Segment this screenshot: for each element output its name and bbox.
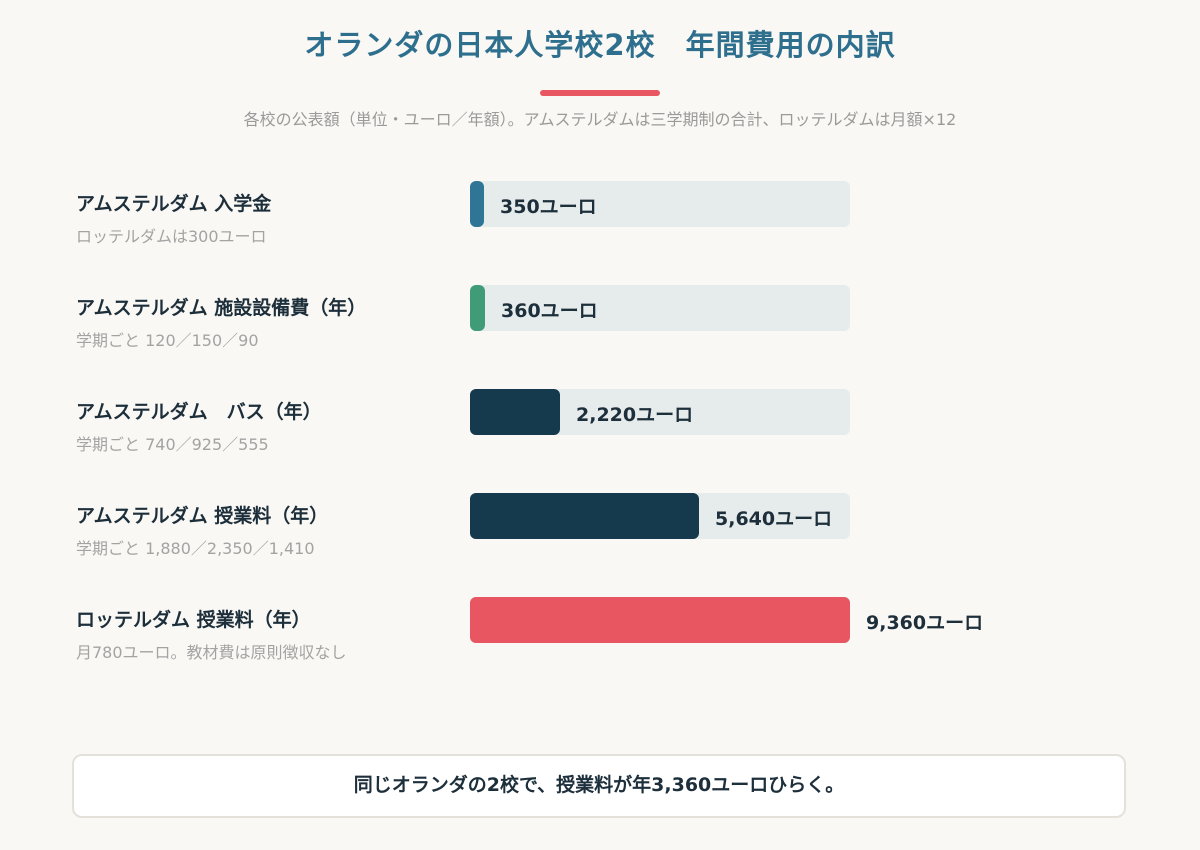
page-subtitle: 各校の公表額（単位・ユーロ／年額）。アムステルダムは三学期制の合計、ロッテルダム… [243, 110, 957, 129]
bar-value-label: 360ユーロ [501, 300, 598, 322]
bar-value-label: 2,220ユーロ [576, 404, 694, 426]
row-sublabel: ロッテルダムは300ユーロ [76, 227, 267, 246]
row-sublabel: 学期ごと 740／925／555 [76, 435, 269, 454]
bar [470, 285, 485, 331]
summary-callout: 同じオランダの2校で、授業料が年3,360ユーロひらく。 [72, 754, 1126, 818]
bar [470, 597, 850, 643]
chart-row: アムステルダム バス（年） 学期ごと 740／925／555 2,220ユーロ [0, 389, 1200, 479]
title-underline [540, 90, 660, 96]
bar-value-label: 350ユーロ [500, 196, 597, 218]
row-sublabel: 学期ごと 1,880／2,350／1,410 [76, 539, 315, 558]
bar-value-label: 5,640ユーロ [715, 508, 833, 530]
row-label: アムステルダム バス（年） [76, 401, 322, 423]
chart-row: ロッテルダム 授業料（年） 月780ユーロ。教材費は原則徴収なし 9,360ユーロ [0, 597, 1200, 687]
bar-track: 2,220ユーロ [470, 389, 850, 435]
bar-value-label: 9,360ユーロ [866, 612, 984, 634]
chart-row: アムステルダム 入学金 ロッテルダムは300ユーロ 350ユーロ [0, 181, 1200, 271]
bar [470, 493, 699, 539]
bar [470, 181, 484, 227]
bar [470, 389, 560, 435]
row-label: ロッテルダム 授業料（年） [76, 609, 311, 631]
bar-track: 9,360ユーロ [470, 597, 983, 643]
row-label: アムステルダム 入学金 [76, 193, 272, 215]
bar-track: 360ユーロ [470, 285, 850, 331]
row-label: アムステルダム 授業料（年） [76, 505, 329, 527]
bar-track: 5,640ユーロ [470, 493, 850, 539]
chart-row: アムステルダム 施設設備費（年） 学期ごと 120／150／90 360ユーロ [0, 285, 1200, 375]
row-sublabel: 学期ごと 120／150／90 [76, 331, 259, 350]
row-label: アムステルダム 施設設備費（年） [76, 297, 367, 319]
chart-row: アムステルダム 授業料（年） 学期ごと 1,880／2,350／1,410 5,64… [0, 493, 1200, 583]
row-sublabel: 月780ユーロ。教材費は原則徴収なし [76, 643, 347, 662]
page-title: オランダの日本人学校2校 年間費用の内訳 [304, 28, 896, 62]
bar-track: 350ユーロ [470, 181, 850, 227]
